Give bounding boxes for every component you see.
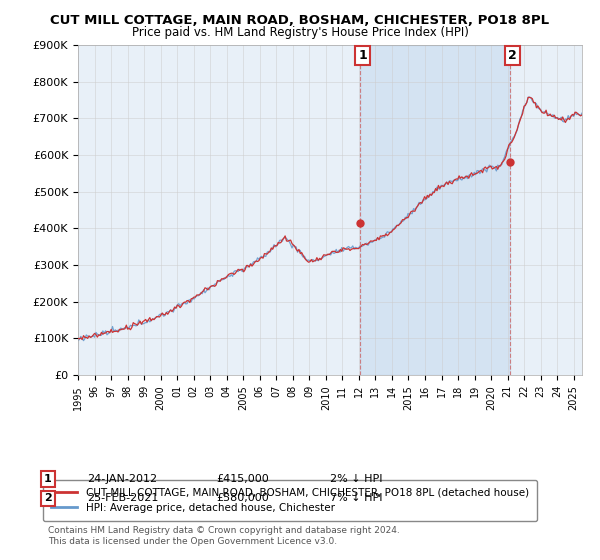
Text: Price paid vs. HM Land Registry's House Price Index (HPI): Price paid vs. HM Land Registry's House … (131, 26, 469, 39)
Text: 1: 1 (44, 474, 52, 484)
Text: 2% ↓ HPI: 2% ↓ HPI (330, 474, 383, 484)
Text: 2: 2 (44, 493, 52, 503)
Legend: CUT MILL COTTAGE, MAIN ROAD, BOSHAM, CHICHESTER, PO18 8PL (detached house), HPI:: CUT MILL COTTAGE, MAIN ROAD, BOSHAM, CHI… (43, 479, 537, 521)
Text: Contains HM Land Registry data © Crown copyright and database right 2024.
This d: Contains HM Land Registry data © Crown c… (48, 526, 400, 546)
Text: 7% ↓ HPI: 7% ↓ HPI (330, 493, 383, 503)
Text: 2: 2 (508, 49, 517, 62)
Text: CUT MILL COTTAGE, MAIN ROAD, BOSHAM, CHICHESTER, PO18 8PL: CUT MILL COTTAGE, MAIN ROAD, BOSHAM, CHI… (50, 14, 550, 27)
Bar (360, 45, 510, 375)
Text: 1: 1 (358, 49, 367, 62)
Text: 24-JAN-2012: 24-JAN-2012 (87, 474, 157, 484)
Text: £580,000: £580,000 (216, 493, 269, 503)
Text: 25-FEB-2021: 25-FEB-2021 (87, 493, 158, 503)
Text: £415,000: £415,000 (216, 474, 269, 484)
